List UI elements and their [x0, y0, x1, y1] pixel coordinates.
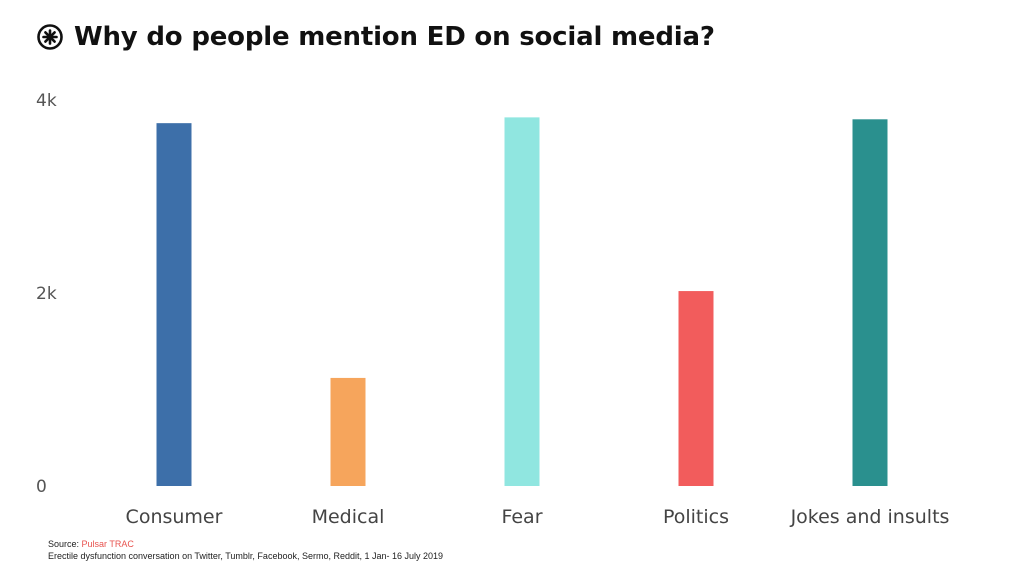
source-note: Erectile dysfunction conversation on Twi… [48, 551, 444, 561]
y-tick-label: 0 [36, 477, 47, 497]
bar-jokes-and-insults [852, 119, 888, 487]
x-tick-label: Fear [501, 506, 542, 528]
y-axis-ticks: 0 2k 4k [36, 91, 57, 497]
bars [156, 117, 888, 487]
x-axis-labels: Consumer Medical Fear Politics Jokes and ins… [126, 506, 950, 528]
pulsar-asterisk-icon [37, 24, 63, 50]
bar-medical [330, 377, 366, 486]
x-tick-label: Politics [663, 506, 729, 528]
x-tick-label: Jokes and insults [790, 506, 950, 528]
bar-consumer [156, 123, 192, 486]
chart-footer: Source: Pulsar TRAC Erectile dysfunction… [48, 538, 443, 562]
chart-title: Why do people mention ED on social media… [74, 22, 715, 52]
y-tick-label: 2k [36, 284, 57, 304]
bar-politics [678, 291, 714, 486]
source-line: Source: Pulsar TRAC [48, 538, 443, 550]
chart-header: Why do people mention ED on social media… [36, 22, 715, 52]
source-name: Pulsar TRAC [81, 539, 134, 549]
source-prefix: Source: [48, 539, 82, 549]
x-tick-label: Medical [312, 506, 385, 528]
bar-fear [504, 117, 540, 487]
y-tick-label: 4k [36, 91, 57, 111]
x-tick-label: Consumer [126, 506, 223, 528]
